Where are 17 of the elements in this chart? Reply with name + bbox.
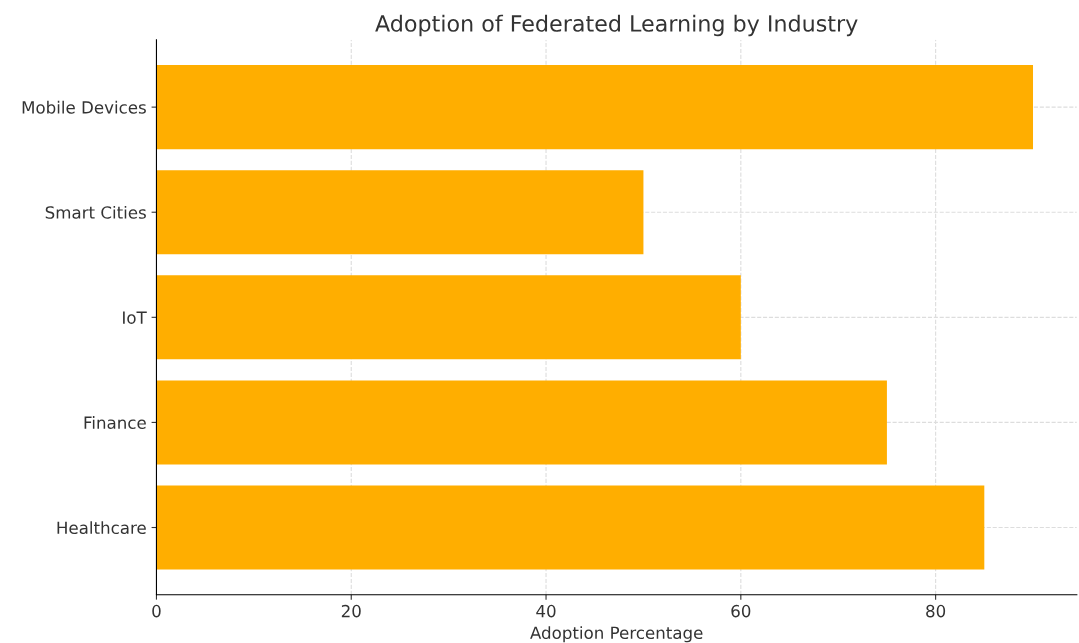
y-tick-label: Mobile Devices — [22, 100, 146, 114]
y-tick-label: Healthcare — [57, 521, 146, 535]
bar — [156, 380, 887, 465]
y-tick-label: Smart Cities — [45, 205, 146, 219]
x-tick-label: 20 — [341, 604, 361, 618]
x-tick-label: 60 — [731, 604, 751, 618]
chart-title: Adoption of Federated Learning by Industry — [375, 14, 858, 37]
x-axis-title: Adoption Percentage — [530, 626, 703, 643]
y-tick-label: IoT — [123, 311, 147, 324]
y-tick-label: Finance — [84, 416, 146, 429]
bar — [156, 170, 644, 255]
x-tick-label: 40 — [536, 604, 556, 618]
bar — [156, 65, 1034, 150]
bar — [156, 485, 985, 570]
bar — [156, 275, 741, 360]
x-tick-label: 80 — [926, 604, 946, 618]
x-tick-label: 0 — [152, 604, 161, 618]
